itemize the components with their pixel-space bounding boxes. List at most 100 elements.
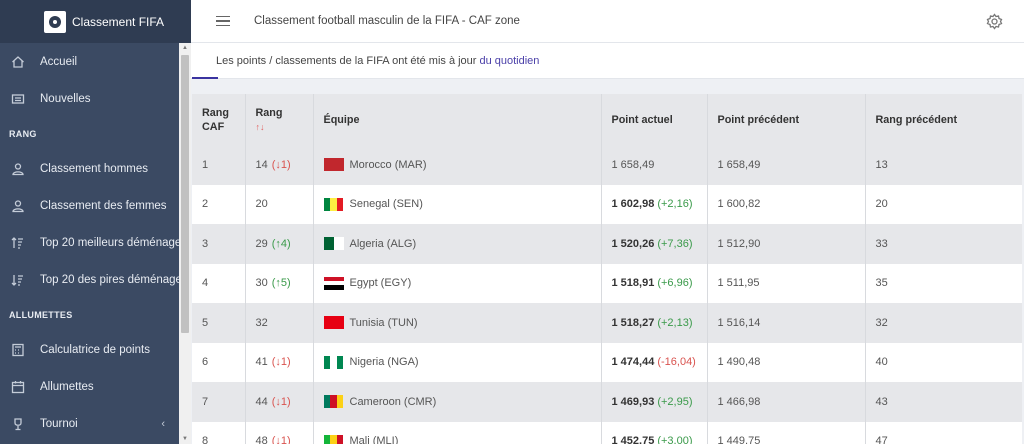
point-precedent-value: 1 466,98 [717, 395, 761, 408]
rang-value: 20 [255, 198, 268, 211]
point-actuel-value: 1 520,26 [611, 237, 655, 250]
team[interactable]: Mali (MLI) [323, 434, 591, 444]
team[interactable]: Cameroon (CMR) [323, 395, 591, 409]
table-row[interactable]: 8 48 (↓1) Mali (MLI) 1 452,75 (+3,00) 1 449,75… [192, 421, 1022, 444]
rang-precedent-value: 43 [875, 395, 888, 408]
team[interactable]: Morocco (MAR) [323, 158, 591, 172]
table-body: 1 14 (↓1) Morocco (MAR) 1 658,49 1 658,49 13 2 2… [192, 145, 1022, 444]
scrollbar-thumb[interactable] [181, 55, 189, 333]
rang-precedent-value: 47 [875, 435, 888, 444]
team-name: Nigeria (NGA) [349, 356, 419, 369]
cell-rang: 30 (↑5) [245, 263, 314, 303]
team[interactable]: Tunisia (TUN) [323, 316, 591, 330]
table-row[interactable]: 1 14 (↓1) Morocco (MAR) 1 658,49 1 658,49 13 [192, 145, 1022, 185]
team[interactable]: Egypt (EGY) [323, 276, 591, 290]
chevron-left-icon: ‹ [161, 417, 165, 430]
cell-point-precedent: 1 466,98 [707, 382, 866, 422]
cell-point-actuel: 1 474,44 (-16,04) [601, 342, 708, 382]
sidebar-item-nouvelles[interactable]: Nouvelles [0, 80, 179, 117]
column-header-point-actuel[interactable]: Point actuel [601, 94, 708, 145]
sidebar-item-calculatrice[interactable]: Calculatrice de points [0, 331, 179, 368]
calendar-icon [11, 380, 25, 394]
rang-value: 30 [255, 277, 268, 290]
scroll-down-icon[interactable]: ▼ [182, 436, 188, 442]
cell-point-actuel: 1 520,26 (+7,36) [601, 224, 708, 264]
point-precedent-value: 1 516,14 [717, 316, 761, 329]
column-header-rang-caf[interactable]: Rang CAF [192, 94, 246, 145]
cell-equipe[interactable]: Egypt (EGY) [313, 263, 602, 303]
team[interactable]: Senegal (SEN) [323, 197, 591, 211]
point-change: (+2,13) [657, 316, 693, 329]
sidebar-item-label: Classement hommes [40, 162, 149, 175]
flag-icon [323, 158, 344, 172]
column-header-rang[interactable]: Rang ↑↓ [245, 94, 314, 145]
sidebar-item-top20-pires[interactable]: Top 20 des pires déménageurs [0, 261, 191, 298]
rang-caf-value: 7 [202, 395, 209, 408]
ranking-table-container: Rang CAF Rang ↑↓ Équipe Point actuel Poi… [192, 94, 1022, 444]
flag-icon [323, 276, 344, 290]
sort-icon[interactable]: ↑↓ [255, 121, 265, 132]
rang-caf-value: 1 [202, 158, 209, 171]
rang-value: 44 [255, 395, 268, 408]
cell-point-actuel: 1 518,91 (+6,96) [601, 263, 708, 303]
cell-rang-precedent: 13 [865, 145, 1022, 185]
cell-point-actuel: 1 658,49 [601, 145, 708, 185]
cell-equipe[interactable]: Cameroon (CMR) [313, 382, 602, 422]
point-actuel-value: 1 518,91 [611, 277, 655, 290]
sidebar-scrollbar[interactable]: ▲ ▼ [179, 43, 191, 444]
calculator-icon [11, 343, 25, 357]
point-actuel-value: 1 518,27 [611, 316, 655, 329]
section-header-allumettes: ALLUMETTES [9, 309, 73, 320]
gear-icon[interactable] [986, 13, 1003, 30]
scroll-up-icon[interactable]: ▲ [182, 45, 188, 51]
menu-icon[interactable] [216, 15, 230, 27]
team-name: Algeria (ALG) [349, 237, 417, 250]
sidebar-item-allumettes[interactable]: Allumettes [0, 368, 179, 405]
table-row[interactable]: 5 32 Tunisia (TUN) 1 518,27 (+2,13) 1 516,14 3… [192, 303, 1022, 343]
cell-equipe[interactable]: Nigeria (NGA) [313, 342, 602, 382]
table-header-row: Rang CAF Rang ↑↓ Équipe Point actuel Poi… [192, 94, 1022, 145]
cell-equipe[interactable]: Tunisia (TUN) [313, 303, 602, 343]
table-row[interactable]: 4 30 (↑5) Egypt (EGY) 1 518,91 (+6,96) 1 511,9… [192, 263, 1022, 303]
column-header-point-precedent[interactable]: Point précédent [707, 94, 866, 145]
column-header-rang-precedent[interactable]: Rang précédent [865, 94, 1022, 145]
cell-equipe[interactable]: Algeria (ALG) [313, 224, 602, 264]
cell-rang-precedent: 35 [865, 263, 1022, 303]
cell-rang-precedent: 43 [865, 382, 1022, 422]
rang-precedent-value: 13 [875, 158, 888, 171]
sidebar: Classement FIFA Accueil Nouvelles RANG C… [0, 0, 191, 444]
sidebar-item-tournoi[interactable]: Tournoi ‹ [0, 405, 179, 442]
team-name: Senegal (SEN) [349, 198, 423, 211]
sidebar-item-label: Allumettes [40, 380, 94, 393]
point-change: (+6,96) [657, 277, 693, 290]
sidebar-item-classement-femmes[interactable]: Classement des femmes [0, 187, 179, 224]
rang-caf-value: 2 [202, 198, 209, 211]
cell-rang-caf: 5 [192, 303, 246, 343]
cell-point-actuel: 1 452,75 (+3,00) [601, 421, 708, 444]
column-header-equipe[interactable]: Équipe [313, 94, 602, 145]
team[interactable]: Algeria (ALG) [323, 237, 591, 251]
rang-change: (↑4) [271, 237, 291, 250]
table-row[interactable]: 6 41 (↓1) Nigeria (NGA) 1 474,44 (-16,04) 1 49… [192, 342, 1022, 382]
sidebar-item-top20-meilleurs[interactable]: Top 20 meilleurs déménageurs [0, 224, 191, 261]
news-icon [11, 92, 25, 106]
rang-caf-value: 4 [202, 277, 209, 290]
table-row[interactable]: 2 20 Senegal (SEN) 1 602,98 (+2,16) 1 600,82 2… [192, 184, 1022, 224]
cell-equipe[interactable]: Mali (MLI) [313, 421, 602, 444]
rang-change: (↓1) [271, 356, 291, 369]
section-header-rang: RANG [9, 128, 37, 139]
sidebar-item-accueil[interactable]: Accueil [0, 43, 179, 80]
table-row[interactable]: 3 29 (↑4) Algeria (ALG) 1 520,26 (+7,36) 1 512… [192, 224, 1022, 264]
brand[interactable]: Classement FIFA [0, 0, 191, 43]
tab-indicator [192, 77, 218, 79]
rang-caf-value: 5 [202, 316, 209, 329]
sidebar-item-label: Tournoi [40, 417, 78, 430]
notice-link[interactable]: du quotidien [479, 54, 540, 67]
cell-equipe[interactable]: Senegal (SEN) [313, 184, 602, 224]
team[interactable]: Nigeria (NGA) [323, 355, 591, 369]
sidebar-item-classement-hommes[interactable]: Classement hommes [0, 150, 179, 187]
rang-change: (↓1) [271, 395, 291, 408]
cell-equipe[interactable]: Morocco (MAR) [313, 145, 602, 185]
table-row[interactable]: 7 44 (↓1) Cameroon (CMR) 1 469,93 (+2,95) 1 46… [192, 382, 1022, 422]
